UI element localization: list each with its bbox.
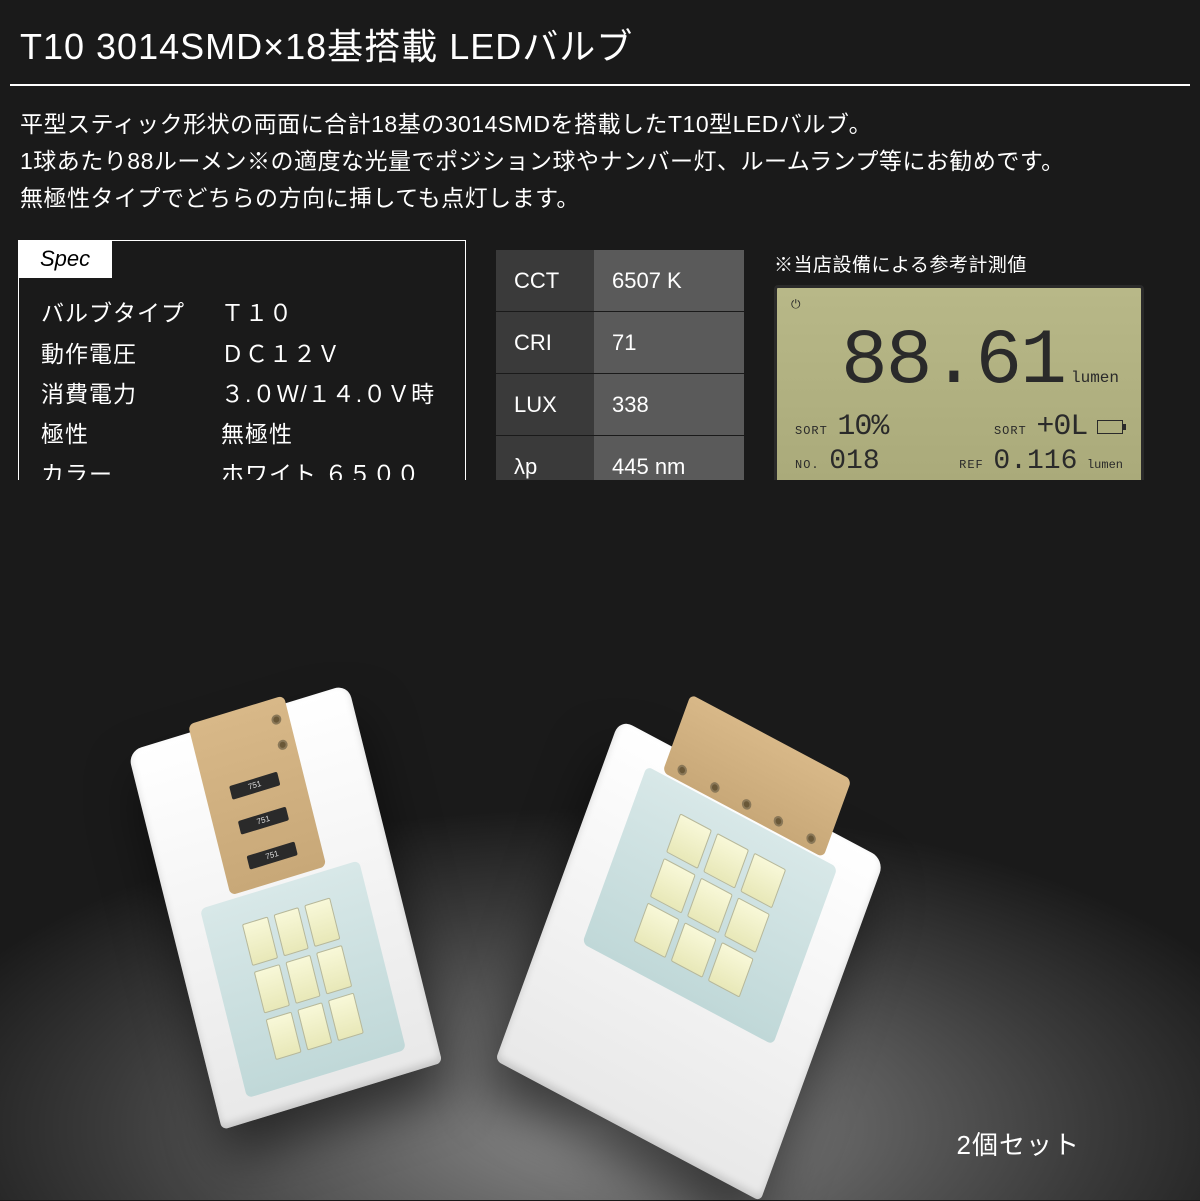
- meter-sort-ol: +0L: [1036, 410, 1087, 444]
- pcb-board: [582, 766, 837, 1045]
- battery-icon: [1097, 420, 1123, 434]
- led-bulb-right: [495, 719, 884, 1201]
- meter-sort-pct: 10%: [837, 410, 888, 444]
- meter-main-unit: lumen: [1071, 369, 1119, 387]
- pcb-board: 751 751 751: [200, 860, 406, 1098]
- spec-row: 極性無極性: [41, 414, 443, 454]
- meter-column: ※当店設備による参考計測値 ⏻ 88.61 lumen SORT 10% SOR…: [774, 250, 1144, 513]
- set-quantity-label: 2個セット: [957, 1125, 1080, 1162]
- led-chip-grid: [633, 813, 786, 998]
- meas-val: 71: [594, 312, 744, 374]
- spec-row: 動作電圧ＤＣ１２Ｖ: [41, 334, 443, 374]
- spec-val: Ｔ１０: [221, 293, 443, 333]
- pcb-contacts: 751 751 751: [188, 696, 326, 895]
- led-chip-icon: [724, 897, 770, 953]
- contact-hole-icon: [708, 780, 720, 794]
- contact-hole-icon: [676, 763, 688, 777]
- led-chip-icon: [649, 858, 695, 914]
- meter-ref-unit: lumen: [1087, 458, 1123, 472]
- description-line: 1球あたり88ルーメン※の適度な光量でポジション球やナンバー灯、ルームランプ等に…: [20, 143, 1180, 180]
- meter-row-3: NO. 018 REF 0.116 lumen: [791, 446, 1127, 477]
- contact-hole-icon: [741, 797, 753, 811]
- meas-key: CRI: [496, 312, 594, 374]
- spec-heading: Spec: [18, 240, 112, 278]
- smd-resistor-icon: 751: [229, 772, 280, 800]
- contact-hole-icon: [276, 739, 288, 752]
- led-chip-icon: [273, 907, 309, 956]
- smd-resistor-icon: 751: [238, 806, 289, 834]
- led-chip-icon: [708, 942, 754, 998]
- smd-resistor-icon: 751: [246, 841, 297, 869]
- led-chip-grid: [242, 897, 365, 1060]
- meter-no-val: 018: [829, 446, 879, 477]
- meas-val: 338: [594, 374, 744, 436]
- led-chip-icon: [285, 954, 321, 1003]
- spec-key: 消費電力: [41, 374, 221, 414]
- spec-key: バルブタイプ: [41, 293, 221, 333]
- meter-sort-label: SORT: [795, 424, 828, 438]
- meas-key: LUX: [496, 374, 594, 436]
- spec-key: 極性: [41, 414, 221, 454]
- description-line: 平型スティック形状の両面に合計18基の3014SMDを搭載したT10型LEDバル…: [20, 106, 1180, 143]
- meter-ref-label: REF: [959, 458, 984, 472]
- description-line: 無極性タイプでどちらの方向に挿しても点灯します。: [20, 180, 1180, 217]
- led-chip-icon: [633, 902, 679, 958]
- spec-val: 無極性: [221, 414, 443, 454]
- spec-row: 消費電力３.０Ｗ/１４.０Ｖ時: [41, 374, 443, 414]
- led-chip-icon: [671, 922, 717, 978]
- led-chip-icon: [265, 1011, 301, 1060]
- contact-hole-icon: [773, 814, 785, 828]
- meter-row-2: SORT 10% SORT +0L: [791, 410, 1127, 444]
- led-chip-icon: [703, 833, 749, 889]
- spec-row: バルブタイプＴ１０: [41, 293, 443, 333]
- spec-key: 動作電圧: [41, 334, 221, 374]
- led-bulb-left: 751 751 751: [128, 684, 443, 1130]
- contact-hole-icon: [805, 831, 817, 845]
- meter-sort-ol-label: SORT: [994, 424, 1027, 438]
- led-chip-icon: [740, 853, 786, 909]
- meter-main-value: 88.61: [841, 318, 1065, 406]
- led-chip-icon: [328, 992, 364, 1041]
- led-chip-icon: [305, 897, 341, 946]
- measurement-table: CCT6507 K CRI71 LUX338 λp445 nm: [496, 250, 744, 498]
- spec-val: ＤＣ１２Ｖ: [221, 334, 443, 374]
- led-chip-icon: [666, 813, 712, 869]
- title-divider: [10, 84, 1190, 86]
- led-chip-icon: [242, 916, 278, 965]
- meas-key: CCT: [496, 250, 594, 312]
- led-chip-icon: [253, 964, 289, 1013]
- meter-no-label: NO.: [795, 458, 820, 472]
- meter-note: ※当店設備による参考計測値: [774, 250, 1144, 277]
- led-chip-icon: [297, 1002, 333, 1051]
- led-chip-icon: [687, 877, 733, 933]
- meter-ref-val: 0.116: [993, 446, 1077, 477]
- spec-val: ３.０Ｗ/１４.０Ｖ時: [221, 374, 443, 414]
- product-photo-area: 751 751 751 2個セット: [0, 480, 1200, 1200]
- meas-val: 6507 K: [594, 250, 744, 312]
- product-description: 平型スティック形状の両面に合計18基の3014SMDを搭載したT10型LEDバル…: [0, 106, 1200, 240]
- contact-hole-icon: [270, 713, 282, 726]
- led-chip-icon: [316, 945, 352, 994]
- meter-main-row: 88.61 lumen: [791, 318, 1127, 406]
- page-title: T10 3014SMD×18基搭載 LEDバルブ: [0, 0, 1200, 84]
